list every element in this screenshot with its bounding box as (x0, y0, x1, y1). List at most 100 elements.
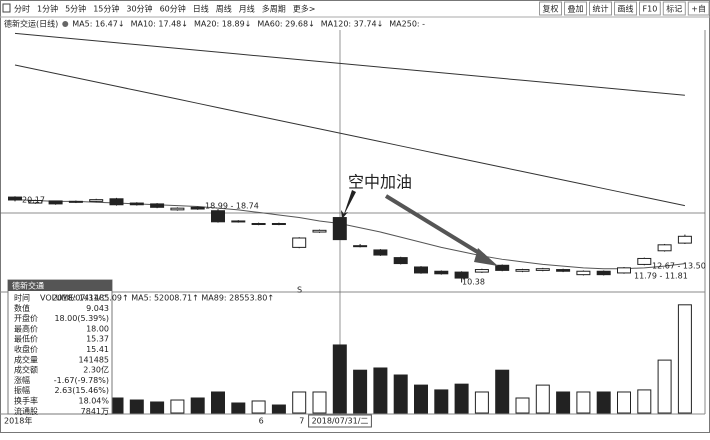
info-value: 2.30亿 (83, 365, 109, 375)
price-label: 10.38 (462, 278, 485, 287)
period-tab[interactable]: 日线 (193, 4, 209, 14)
info-value: 7841万 (81, 407, 109, 416)
ma-label: MA60: 29.68↓ (257, 20, 314, 29)
divider-label: S (297, 286, 302, 295)
info-value: -1.67(-9.78%) (54, 376, 109, 385)
cursor-date-box (308, 414, 372, 428)
candle-body (129, 202, 144, 206)
tool-button[interactable]: 画线 (618, 4, 634, 14)
tool-button[interactable]: +自 (691, 4, 706, 14)
volume-bar (637, 389, 652, 414)
volume-bar (393, 374, 408, 414)
menu-icon[interactable] (2, 3, 11, 13)
price-label: 11.79 - 11.81 (634, 272, 688, 281)
period-tab[interactable]: 1分钟 (37, 4, 58, 14)
volume-bar (271, 404, 286, 414)
tool-button[interactable]: 叠加 (568, 4, 584, 14)
period-tab[interactable]: 多周期 (262, 4, 286, 14)
tool-button[interactable]: 复权 (543, 4, 559, 14)
volume-bar (332, 344, 347, 414)
volume-bar (576, 391, 591, 414)
tool-button[interactable]: F10 (643, 5, 658, 14)
ma-line (14, 32, 685, 96)
info-value: 2018/07/31/二 (52, 294, 109, 303)
ma-line (14, 64, 686, 207)
x-label: 2018年 (4, 416, 32, 426)
period-tab[interactable]: 周线 (216, 4, 232, 14)
x-label: 7 (299, 417, 304, 426)
candle-body (393, 257, 408, 265)
candle-body (271, 223, 286, 226)
button-frame[interactable] (662, 1, 686, 16)
candle-body (109, 198, 124, 206)
arrow (341, 190, 356, 219)
candle-body (576, 270, 591, 276)
volume-bar (414, 384, 428, 414)
volume-bar (170, 399, 185, 414)
volume-bar (596, 391, 611, 414)
info-label: 最高价 (14, 323, 38, 333)
price-label: 12.67 - 13.50 (652, 262, 706, 271)
tool-button[interactable]: 标记 (666, 4, 682, 14)
info-title-bar (8, 280, 112, 291)
price-label: 20.17 (22, 196, 45, 205)
info-label: 收盘价 (14, 344, 38, 354)
button-frame[interactable] (687, 1, 710, 16)
candle-body (535, 268, 550, 271)
tool-button[interactable]: 统计 (593, 4, 609, 14)
volume-bar (211, 391, 225, 414)
candle-body (474, 269, 489, 273)
ma-label: MA250: - (389, 20, 425, 29)
price-label: 18.99 - 18.74 (205, 202, 259, 211)
info-label: 时间 (14, 293, 30, 303)
info-label: 成交量 (14, 354, 38, 364)
ma-label: MA5: 16.47↓ (72, 20, 124, 29)
period-tab[interactable]: 60分钟 (160, 4, 186, 14)
period-tab[interactable]: 30分钟 (126, 4, 152, 14)
info-title: 德新交通 (12, 281, 44, 291)
candle-body (190, 206, 205, 210)
info-label: 数值 (14, 303, 30, 313)
info-value: 18.00 (86, 324, 109, 333)
volume-bar (150, 401, 165, 414)
period-tab[interactable]: 更多> (293, 4, 316, 14)
button-frame[interactable] (589, 1, 613, 16)
period-tab[interactable]: 月线 (239, 4, 255, 14)
candle-body (353, 245, 368, 248)
info-label: 成交额 (14, 365, 38, 375)
period-tab[interactable]: 5分钟 (65, 4, 86, 14)
candle-body (617, 267, 631, 274)
button-frame[interactable] (539, 1, 563, 16)
info-value: 9.043 (86, 304, 109, 313)
info-value: 18.00(5.39%) (54, 314, 109, 323)
volume-bar (535, 384, 550, 414)
volume-bar (373, 367, 388, 414)
candle-body (68, 200, 83, 203)
button-frame[interactable] (614, 1, 638, 16)
volume-bar (495, 369, 510, 414)
candle-body (170, 207, 185, 211)
volume-bar (251, 400, 266, 414)
candle-body (515, 269, 530, 272)
cursor-date: 2018/07/31/二 (312, 417, 369, 426)
candle-body (231, 220, 246, 223)
button-frame[interactable] (639, 1, 661, 16)
period-tab[interactable]: 15分钟 (93, 4, 119, 14)
info-value: 18.04% (78, 397, 109, 406)
candle-body (556, 269, 571, 272)
button-frame[interactable] (564, 1, 588, 16)
annotation: 空中加油 (348, 173, 412, 192)
ma-label: MA20: 18.89↓ (194, 20, 251, 29)
volume-header: VOLUME: 141485.09↑ MA5: 52008.71↑ MA89: … (40, 294, 274, 303)
candle-body (211, 210, 225, 223)
volume-bar (556, 391, 571, 414)
candle-body (48, 200, 63, 205)
info-label: 开盘价 (14, 313, 38, 323)
info-panel (7, 279, 113, 415)
volume-bar (657, 359, 672, 414)
period-tab[interactable]: 分时 (14, 4, 30, 14)
volume-bar (434, 389, 449, 414)
candle-body (677, 235, 692, 244)
info-label: 最低价 (14, 334, 38, 344)
